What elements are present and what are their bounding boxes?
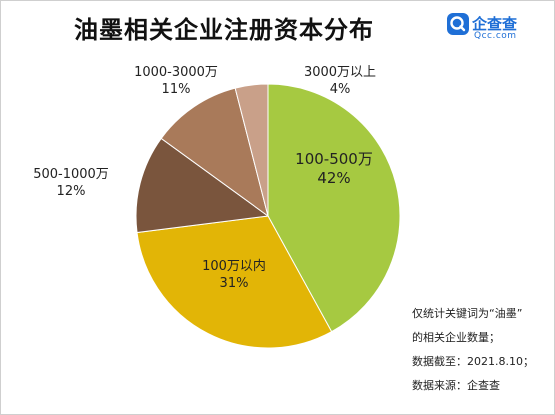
slice-label-100-500: 100-500万 42% — [288, 150, 380, 188]
slice-category-text: 500-1000万 — [33, 167, 109, 182]
slice-percent-text: 31% — [219, 276, 249, 291]
qcc-logo-icon — [447, 13, 469, 35]
slice-label-500-1000: 500-1000万 12% — [26, 166, 116, 200]
slice-percent-text: 4% — [329, 82, 351, 97]
slice-percent-text: 42% — [317, 169, 351, 187]
logo-domain: Qcc.com — [474, 31, 517, 41]
source-note: 仅统计关键词为“油墨” 的相关企业数量； 数据截至：2021.8.10； 数据来… — [412, 302, 534, 398]
logo-name: 企查查 — [472, 15, 518, 33]
pie-slice-2 — [135, 137, 270, 234]
slice-label-under-100: 100万以内 31% — [188, 258, 280, 292]
slice-category-text: 3000万以上 — [303, 65, 377, 80]
slice-category-text: 1000-3000万 — [134, 65, 218, 80]
slice-percent-text: 11% — [161, 82, 191, 97]
pie-slice-1 — [136, 215, 333, 349]
pie-slice-0 — [267, 83, 401, 333]
slice-label-over-3000: 3000万以上 4% — [292, 64, 388, 98]
note-line: 数据截至：2021.8.10； — [412, 355, 534, 368]
slice-percent-text: 12% — [56, 184, 86, 199]
slice-label-1000-3000: 1000-3000万 11% — [130, 64, 222, 98]
slice-category-text: 100万以内 — [202, 259, 266, 274]
note-line: 数据来源：企查查 — [412, 379, 500, 392]
chart-title: 油墨相关企业注册资本分布 — [74, 16, 374, 44]
pie-slice-3 — [160, 87, 269, 218]
note-line: 仅统计关键词为“油墨” — [412, 307, 523, 320]
pie-slice-4 — [234, 83, 269, 217]
slice-category-text: 100-500万 — [295, 150, 373, 168]
note-line: 的相关企业数量； — [412, 331, 500, 344]
